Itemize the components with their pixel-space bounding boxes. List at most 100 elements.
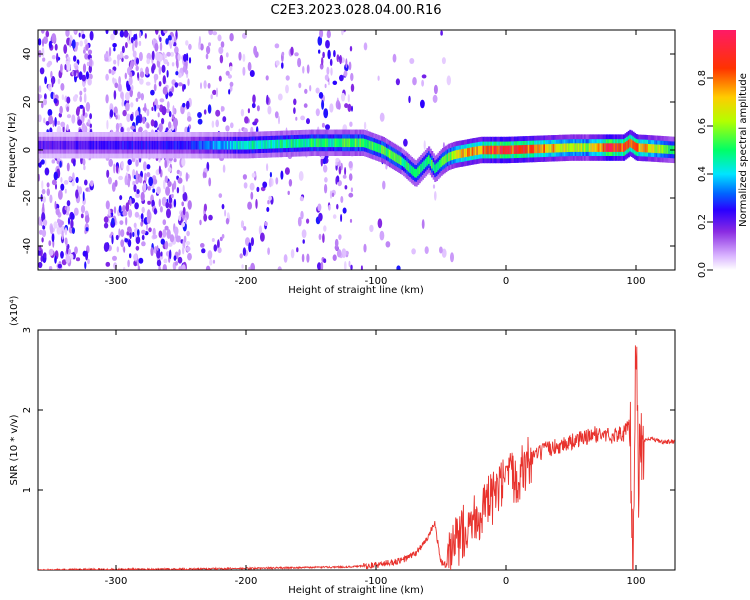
spectrogram-noise-cell (87, 49, 93, 55)
spectrogram-ridge-cell (526, 144, 529, 154)
spectrogram-noise-cell (87, 73, 93, 80)
spectrogram-noise-cell (256, 186, 260, 192)
spectrogram-noise-cell (38, 93, 41, 103)
spectrogram-noise-cell (216, 87, 218, 98)
spectrogram-ridge-cell (648, 144, 651, 153)
spectrogram-ridge-cell (226, 140, 229, 150)
spectrogram-noise-cell (111, 234, 114, 245)
spectrogram-noise-cell (178, 266, 183, 270)
spectrogram-ridge-cell (520, 145, 523, 154)
spectrogram-ridge-cell (84, 140, 87, 150)
spectrogram-ridge-cell (346, 138, 350, 148)
spectrogram-ridge-cell (158, 140, 161, 150)
spectrogram-noise-cell (129, 232, 132, 240)
spectrogram-noise-cell (247, 108, 250, 114)
spectrogram-noise-cell (177, 256, 183, 264)
spectrogram-noise-cell (164, 175, 168, 183)
spectrogram-noise-cell (162, 75, 166, 85)
snr-x-tick-label: 100 (626, 576, 645, 587)
spectrogram-noise-cell (40, 255, 43, 262)
spectrogram-ridge-cell (521, 145, 524, 154)
spectrogram-noise-cell (185, 172, 189, 182)
spectrogram-noise-cell (158, 165, 161, 175)
spectrogram-noise-cell (147, 186, 151, 191)
spectrogram-noise-cell (182, 191, 188, 202)
spectrogram-ridge-cell (615, 143, 618, 152)
spectrogram-noise-cell (344, 167, 347, 176)
spectrogram-ridge-cell (643, 143, 646, 153)
spectrogram-ridge-cell (545, 144, 548, 153)
spectrogram-noise-cell (269, 171, 272, 178)
spectrogram-noise-cell (120, 229, 125, 238)
spectrogram-noise-cell (421, 79, 424, 87)
spectrogram-noise-cell (66, 124, 69, 131)
spectrogram-noise-cell (172, 105, 175, 115)
spectrogram-noise-cell (89, 30, 94, 41)
spectrogram-noise-cell (142, 107, 147, 112)
spectrogram-ridge-cell (610, 143, 613, 152)
spectrogram-noise-cell (105, 94, 109, 104)
spectrogram-noise-cell (187, 78, 190, 86)
spectrogram-noise-cell (140, 213, 144, 220)
spectrogram-ridge-cell (598, 143, 601, 152)
spectrogram-noise-cell (118, 122, 123, 128)
spectrogram-noise-cell (293, 98, 297, 106)
spectrogram-ridge-cell (585, 143, 588, 152)
spectrogram-noise-cell (304, 88, 308, 94)
spectrogram-ridge-cell (640, 143, 643, 153)
spectrogram-noise-cell (168, 242, 173, 247)
spectrogram-ridge-cell (52, 140, 55, 150)
spectrogram-ridge-cell (395, 153, 398, 163)
spectrogram-noise-cell (168, 111, 172, 118)
spectrogram-noise-cell (116, 165, 119, 174)
spectrogram-noise-cell (155, 51, 161, 61)
spectrogram-noise-cell (327, 81, 330, 86)
spectrogram-ridge-cell (276, 139, 279, 149)
spectrogram-ridge-cell (279, 139, 282, 149)
spectrogram-noise-cell (43, 36, 48, 44)
spectrogram-noise-cell (159, 37, 162, 42)
spectrogram-noise-cell (163, 258, 168, 264)
spectrogram-ridge-cell (243, 140, 247, 150)
spectrogram-noise-cell (252, 94, 256, 104)
spectrogram-ridge-cell (351, 138, 354, 148)
spectrogram-noise-cell (382, 180, 386, 190)
spectrogram-noise-cell (49, 86, 52, 92)
spectrogram-ridge-cell (415, 169, 418, 178)
spectrogram-noise-cell (128, 76, 133, 86)
spectrogram-noise-cell (440, 30, 443, 36)
spectrogram-noise-cell (135, 65, 139, 72)
spectrogram-noise-cell (105, 261, 111, 267)
spectrogram-noise-cell (211, 120, 215, 128)
spectrogram-ridge-cell (582, 143, 585, 152)
spectrogram-ridge-cell (345, 138, 348, 148)
spectrogram-noise-cell (126, 84, 131, 92)
spectrogram-noise-cell (153, 83, 157, 92)
spectrogram-noise-cell (323, 225, 327, 232)
spectrogram-noise-cell (60, 63, 63, 73)
spectrogram-noise-cell (326, 66, 330, 75)
spectrogram-ridge-cell (468, 147, 471, 157)
spectrogram-noise-cell (206, 45, 211, 55)
spectrogram-ridge-cell (612, 143, 615, 152)
spectrogram-noise-cell (350, 72, 354, 82)
spectrogram-ridge-cell (657, 144, 660, 154)
spectrogram-noise-cell (144, 33, 147, 39)
spectrogram-noise-cell (221, 234, 225, 239)
spectrogram-ridge-cell (504, 145, 507, 155)
spectrogram-ridge-cell (304, 138, 307, 148)
spectrogram-ridge-cell (297, 139, 300, 148)
spectrogram-ridge-cell (496, 145, 499, 155)
spectrogram-noise-cell (255, 198, 258, 209)
spectrogram-noise-cell (200, 43, 204, 51)
spectrogram-noise-cell (332, 80, 338, 86)
spectrogram-ridge-cell (105, 140, 108, 150)
spectrogram-ridge-cell (264, 140, 267, 149)
spectrogram-noise-cell (51, 33, 57, 43)
spectrogram-noise-cell (229, 85, 233, 92)
spectrogram-ridge-cell (555, 143, 559, 153)
spectrogram-ridge-cell (387, 148, 390, 158)
spectrogram-noise-cell (168, 121, 172, 129)
spectrogram-noise-cell (132, 232, 135, 237)
